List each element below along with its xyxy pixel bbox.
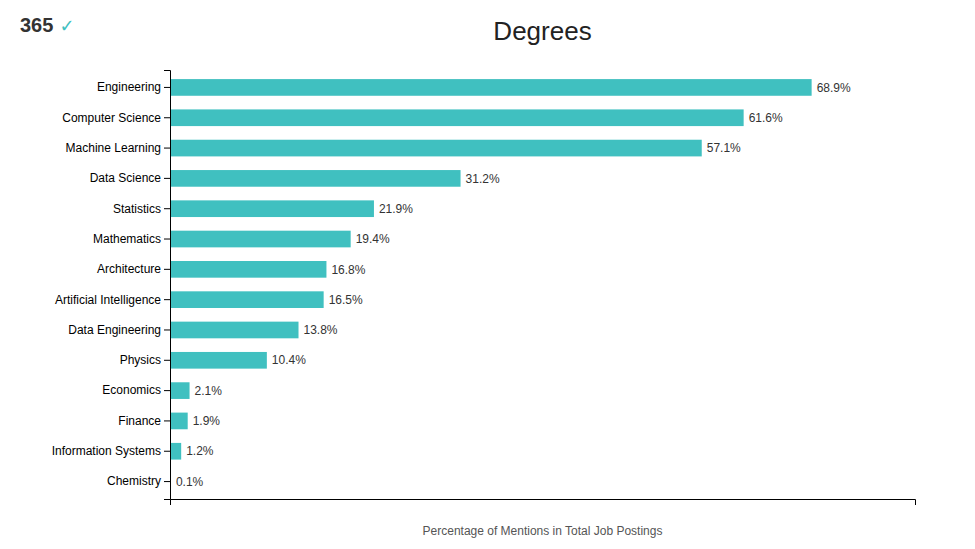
bars [170, 79, 812, 490]
tick-label: Artificial Intelligence [55, 292, 161, 306]
tick-label: Statistics [113, 202, 161, 216]
bar [170, 170, 461, 187]
data-label: 0.1% [176, 475, 204, 489]
tick-mark [164, 481, 170, 482]
tick: Architecture [97, 262, 170, 276]
chart: 365 ✓ Degrees 68.9% 61.6% 57.1% 31.2% 21.9% 19.4… [0, 0, 975, 549]
bar [170, 200, 374, 217]
tick-label: Architecture [97, 262, 161, 276]
tick: Machine Learning [66, 141, 170, 155]
tick-mark [164, 178, 170, 179]
tick-mark [164, 390, 170, 391]
data-label: 68.9% [817, 81, 851, 95]
bar [170, 109, 744, 126]
data-label: 31.2% [466, 172, 500, 186]
tick-label: Finance [118, 414, 161, 428]
data-label: 1.2% [186, 444, 214, 458]
tick-label: Engineering [97, 80, 161, 94]
data-label: 2.1% [195, 384, 223, 398]
bar [170, 261, 326, 278]
tick: Chemistry [107, 474, 170, 488]
x-axis [171, 500, 916, 506]
tick: Finance [118, 414, 170, 428]
tick: Data Engineering [68, 323, 170, 337]
bar [170, 322, 299, 339]
tick: Engineering [97, 80, 170, 94]
tick-mark [164, 451, 170, 452]
data-label: 19.4% [356, 232, 390, 246]
tick-label: Machine Learning [66, 141, 161, 155]
axis-line [164, 71, 171, 500]
tick: Mathematics [93, 232, 170, 246]
tick-mark [164, 239, 170, 240]
tick-mark [164, 269, 170, 270]
data-label: 21.9% [379, 202, 413, 216]
bar [170, 443, 181, 460]
tick-label: Mathematics [93, 232, 161, 246]
data-label: 13.8% [304, 323, 338, 337]
annotation: ✓ [59, 16, 74, 36]
data-label: 16.8% [331, 263, 365, 277]
y-axis: Engineering Computer Science Machine Learn… [52, 71, 171, 500]
tick-label: Information Systems [52, 444, 161, 458]
bar [170, 382, 190, 399]
bar [170, 413, 188, 430]
data-label: 16.5% [329, 293, 363, 307]
tick: Physics [120, 353, 170, 367]
tick-mark [164, 360, 170, 361]
x-axis-label: Percentage of Mentions in Total Job Post… [423, 524, 663, 538]
tick: Information Systems [52, 444, 170, 458]
tick-label: Computer Science [62, 111, 161, 125]
tick-mark [164, 329, 170, 330]
bar [170, 231, 351, 248]
data-label: 10.4% [272, 353, 306, 367]
bar [170, 291, 324, 308]
annotation: 365 [20, 14, 53, 36]
tick: Artificial Intelligence [55, 292, 170, 306]
data-label: 61.6% [749, 111, 783, 125]
axis-line [171, 500, 916, 506]
tick: Statistics [113, 202, 170, 216]
tick-label: Physics [120, 353, 161, 367]
data-labels: 68.9% 61.6% 57.1% 31.2% 21.9% 19.4% 16.8% 16.5%… [176, 81, 851, 489]
tick-label: Chemistry [107, 474, 161, 488]
tick-label: Data Science [90, 171, 162, 185]
tick: Economics [102, 383, 170, 397]
bar [170, 352, 267, 369]
tick: Data Science [90, 171, 170, 185]
plot: 68.9% 61.6% 57.1% 31.2% 21.9% 19.4% 16.8% 16.5%… [52, 71, 916, 506]
annotations: 365 ✓ [20, 14, 74, 36]
tick-mark [164, 208, 170, 209]
tick-label: Data Engineering [68, 323, 161, 337]
tick-mark [164, 420, 170, 421]
data-label: 57.1% [707, 141, 741, 155]
title: Degrees [493, 16, 591, 46]
tick-mark [164, 87, 170, 88]
tick-label: Economics [102, 383, 161, 397]
bar [170, 79, 812, 96]
bar [170, 140, 702, 157]
tick-mark [164, 117, 170, 118]
tick-mark [164, 148, 170, 149]
tick: Computer Science [62, 111, 170, 125]
tick-mark [164, 299, 170, 300]
data-label: 1.9% [193, 414, 221, 428]
